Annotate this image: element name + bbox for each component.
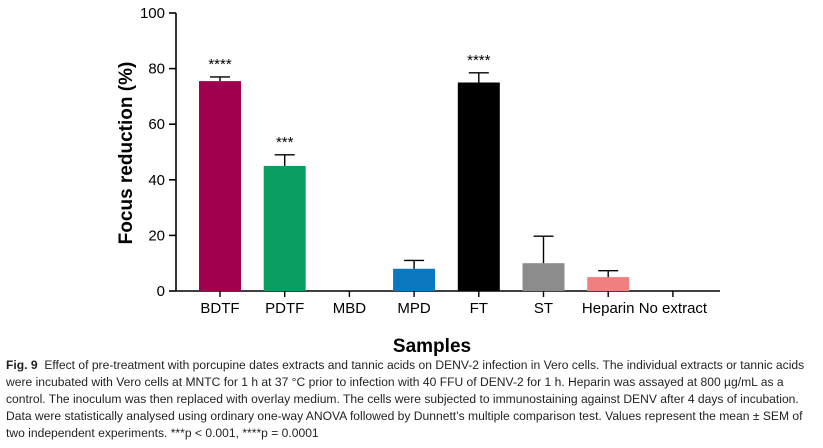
bar — [393, 268, 436, 291]
x-tick-label: No extract — [639, 300, 708, 317]
y-tick-label: 40 — [148, 172, 165, 189]
figure-caption: Fig. 9 Effect of pre-treatment with porc… — [6, 357, 818, 442]
x-tick-label: MBD — [333, 300, 367, 317]
bar — [263, 165, 306, 291]
x-tick-label: Heparin — [582, 300, 635, 317]
significance-label: **** — [467, 52, 491, 69]
y-tick-label: 0 — [157, 283, 165, 300]
y-tick-label: 100 — [140, 5, 165, 22]
figure-caption-text: Effect of pre-treatment with porcupine d… — [6, 358, 805, 440]
bar — [522, 263, 565, 291]
x-tick-label: MPD — [397, 300, 431, 317]
x-tick-label: FT — [470, 300, 488, 317]
y-tick-label: 80 — [148, 61, 165, 78]
x-tick-label: BDTF — [200, 300, 239, 317]
chart-bars — [199, 72, 630, 291]
bar — [199, 81, 241, 291]
x-axis-title: Samples — [393, 336, 471, 357]
x-tick-label: PDTF — [265, 300, 304, 317]
y-tick-label: 20 — [148, 227, 165, 244]
y-axis-title: Focus reduction (%) — [116, 62, 137, 245]
figure-label: Fig. 9 — [6, 358, 38, 372]
chart-labels: BDTF **** PDTF *** MBD MPD FT **** ST Heparin No e… — [200, 52, 707, 317]
y-tick-label: 60 — [148, 116, 165, 133]
bar — [587, 277, 630, 291]
bar — [457, 82, 500, 291]
significance-label: **** — [208, 56, 232, 73]
x-tick-label: ST — [534, 300, 553, 317]
significance-label: *** — [276, 134, 294, 151]
bar-chart: 0 20 40 60 80 100 BDTF **** PDTF *** MBD MPD FT ****… — [116, 5, 720, 357]
